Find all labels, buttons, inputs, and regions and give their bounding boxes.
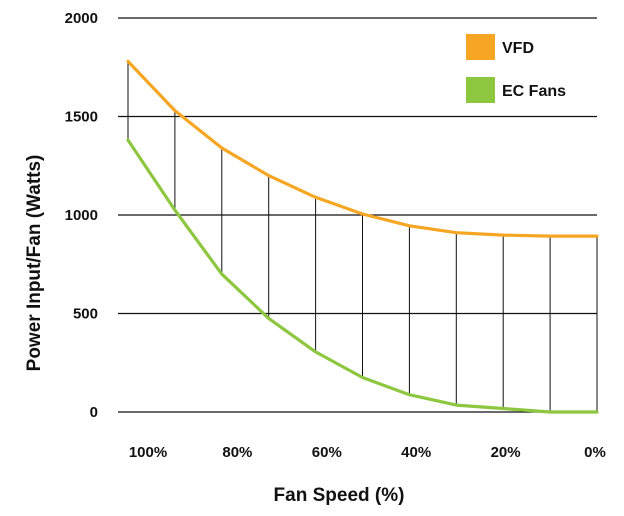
y-tick-label: 2000	[65, 10, 98, 27]
y-axis-title: Power Input/Fan (Watts)	[24, 155, 45, 372]
x-tick-label: 60%	[312, 444, 342, 461]
vfd-series-line	[126, 59, 599, 238]
x-tick-label: 40%	[401, 444, 431, 461]
series-lines	[126, 59, 599, 414]
legend-swatch-vfd	[466, 34, 495, 60]
legend-label-vfd: VFD	[502, 40, 534, 57]
horizontal-gridlines	[118, 17, 597, 413]
hatch-lines	[127, 61, 598, 412]
x-axis-title: Fan Speed (%)	[274, 485, 405, 506]
legend-swatch-ec-fans	[466, 77, 495, 103]
y-tick-label: 0	[90, 404, 98, 421]
legend: VFD EC Fans	[466, 34, 566, 103]
ec-fans-series-line	[126, 138, 599, 414]
x-tick-label: 100%	[129, 444, 167, 461]
y-tick-label: 500	[73, 306, 98, 323]
y-tick-label: 1500	[65, 109, 98, 126]
y-axis-ticks: 0 500 1000 1500 2000	[65, 10, 98, 421]
x-axis-ticks: 100% 80% 60% 40% 20% 0%	[129, 444, 606, 461]
y-tick-label: 1000	[65, 207, 98, 224]
x-tick-label: 0%	[584, 444, 606, 461]
legend-label-ec-fans: EC Fans	[502, 83, 566, 100]
x-tick-label: 20%	[491, 444, 521, 461]
x-tick-label: 80%	[222, 444, 252, 461]
